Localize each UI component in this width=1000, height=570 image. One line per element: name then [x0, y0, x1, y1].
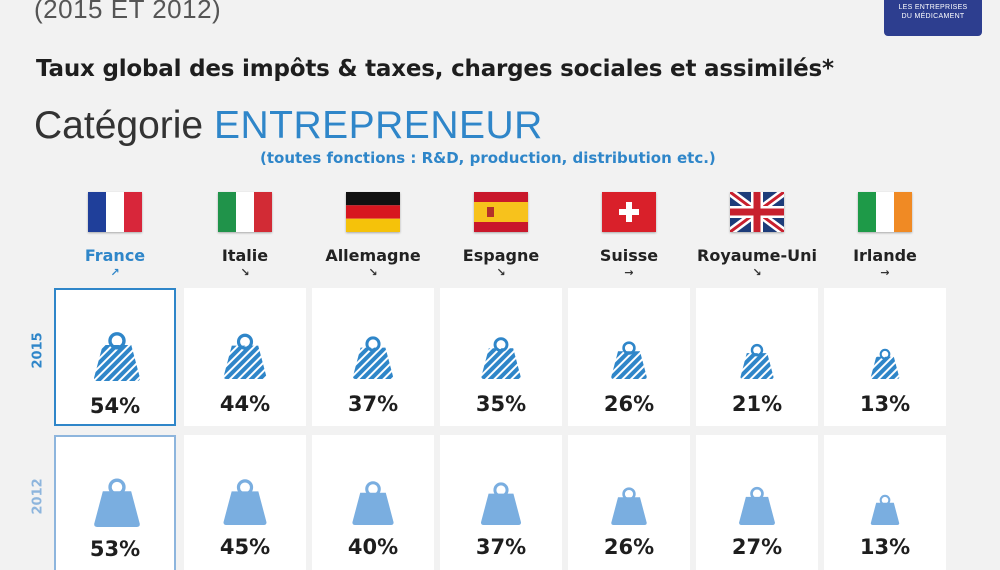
percentage-label: 27%	[731, 535, 783, 559]
trend-arrow-icon: →	[880, 266, 890, 279]
flag-france-icon	[88, 192, 142, 232]
percentage-label: 45%	[219, 535, 271, 559]
percentage-label: 40%	[347, 535, 399, 559]
cell-2012-royaume-uni: 27%	[696, 435, 818, 570]
weight-icon	[352, 336, 394, 379]
trend-arrow-icon: ↘	[368, 266, 378, 279]
weight-icon	[739, 486, 775, 525]
country-name: Espagne	[462, 246, 540, 265]
cell-2012-italie: 45%	[184, 435, 306, 570]
weight-icon	[480, 482, 522, 525]
cell-2012-allemagne: 40%	[312, 435, 434, 570]
category-title: Catégorie ENTREPRENEUR	[34, 104, 543, 148]
country-name: Irlande	[853, 246, 917, 265]
percentage-label: 54%	[89, 394, 141, 418]
cell-2015-allemagne: 37%	[312, 288, 434, 426]
percentage-label: 37%	[347, 392, 399, 416]
flag-royaume-uni-icon	[730, 192, 784, 232]
percentage-label: 26%	[603, 392, 655, 416]
weight-icon	[94, 332, 140, 381]
country-name: Royaume-Uni	[697, 246, 817, 265]
cell-2015-suisse: 26%	[568, 288, 690, 426]
cell-2015-irlande: 13%	[824, 288, 946, 426]
trend-arrow-icon: ↗	[110, 266, 120, 279]
weight-icon	[352, 481, 394, 525]
cell-2015-espagne: 35%	[440, 288, 562, 426]
percentage-label: 26%	[603, 535, 655, 559]
country-header-royaume-uni: Royaume-Uni ↘	[693, 192, 821, 279]
percentage-label: 35%	[475, 392, 527, 416]
percentage-label: 21%	[731, 392, 783, 416]
logo-line-2: DU MÉDICAMENT	[901, 13, 965, 20]
percentage-label: 53%	[89, 537, 141, 561]
cell-2015-italie: 44%	[184, 288, 306, 426]
cell-2012-espagne: 37%	[440, 435, 562, 570]
weight-icon	[223, 479, 267, 525]
category-prefix: Catégorie	[34, 104, 204, 147]
country-header-suisse: Suisse →	[565, 192, 693, 279]
country-name: Suisse	[599, 246, 659, 265]
country-header-irlande: Irlande →	[821, 192, 949, 279]
percentage-label: 13%	[859, 392, 911, 416]
weight-icon	[611, 487, 647, 525]
weight-icon	[870, 348, 900, 379]
percentage-label: 37%	[475, 535, 527, 559]
flag-suisse-icon	[602, 192, 656, 232]
trend-arrow-icon: ↘	[752, 266, 762, 279]
year-label-2015: 2015	[30, 332, 46, 369]
logo-line-1: LES ENTREPRISES	[898, 4, 968, 11]
percentage-label: 44%	[219, 392, 271, 416]
cell-2012-france: 53%	[54, 435, 176, 570]
country-header-espagne: Espagne ↘	[437, 192, 565, 279]
weight-icon	[94, 478, 140, 527]
percentage-label: 13%	[859, 535, 911, 559]
cell-2015-royaume-uni: 21%	[696, 288, 818, 426]
trend-arrow-icon: ↘	[240, 266, 250, 279]
cell-2015-france: 54%	[54, 288, 176, 426]
trend-arrow-icon: ↘	[496, 266, 506, 279]
trend-arrow-icon: →	[624, 266, 634, 279]
country-header-italie: Italie ↘	[181, 192, 309, 279]
weight-icon	[740, 343, 774, 379]
header-top-line: (2015 ET 2012)	[34, 0, 222, 24]
weight-icon	[223, 333, 267, 379]
country-name: France	[84, 246, 146, 265]
weight-icon	[481, 337, 521, 379]
cell-2012-irlande: 13%	[824, 435, 946, 570]
flag-espagne-icon	[474, 192, 528, 232]
chart-subtitle: Taux global des impôts & taxes, charges …	[36, 56, 834, 82]
year-label-2012: 2012	[30, 478, 46, 515]
country-header-france: France ↗	[51, 192, 179, 279]
flag-italie-icon	[218, 192, 272, 232]
country-name: Italie	[221, 246, 269, 265]
weight-icon	[611, 341, 647, 379]
weight-icon	[870, 494, 900, 525]
flag-allemagne-icon	[346, 192, 400, 232]
category-note: (toutes fonctions : R&D, production, dis…	[260, 149, 716, 167]
flag-irlande-icon	[858, 192, 912, 232]
country-header-allemagne: Allemagne ↘	[309, 192, 437, 279]
country-name: Allemagne	[325, 246, 421, 265]
cell-2012-suisse: 26%	[568, 435, 690, 570]
leem-logo: LES ENTREPRISES DU MÉDICAMENT	[884, 0, 982, 36]
category-name: ENTREPRENEUR	[213, 104, 543, 147]
